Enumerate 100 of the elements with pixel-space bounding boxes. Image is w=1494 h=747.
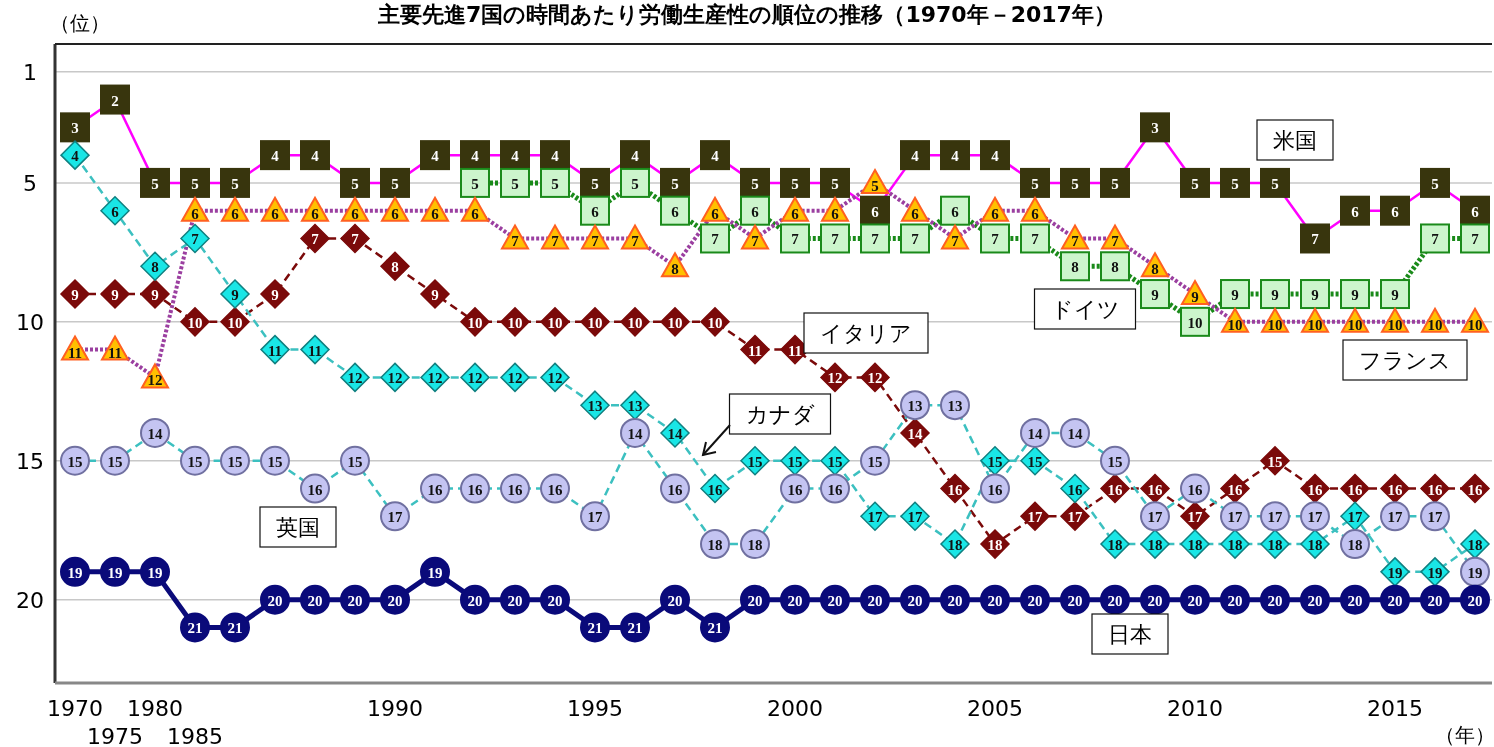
data-label: 7 bbox=[831, 231, 840, 248]
data-label: 15 bbox=[347, 453, 363, 470]
y-tick-label: 20 bbox=[16, 587, 44, 613]
data-label: 5 bbox=[1271, 175, 1279, 192]
point bbox=[1420, 167, 1450, 198]
data-label: 9 bbox=[1311, 287, 1319, 304]
data-label: 9 bbox=[151, 287, 159, 304]
data-label: 5 bbox=[1031, 175, 1039, 192]
data-label: 5 bbox=[1111, 175, 1119, 192]
data-label: 5 bbox=[351, 175, 359, 192]
data-label: 9 bbox=[1391, 287, 1399, 304]
data-label: 12 bbox=[867, 370, 883, 387]
point bbox=[100, 84, 130, 115]
data-label: 10 bbox=[547, 314, 563, 331]
data-label: 5 bbox=[671, 175, 679, 192]
point bbox=[300, 140, 330, 171]
data-label: 20 bbox=[307, 592, 323, 609]
data-label: 7 bbox=[1071, 233, 1080, 250]
x-tick-label: 2000 bbox=[767, 696, 823, 721]
point bbox=[1140, 279, 1170, 310]
data-label: 16 bbox=[547, 481, 563, 498]
point bbox=[180, 167, 210, 198]
data-label: 11 bbox=[67, 344, 83, 361]
data-label: 20 bbox=[1267, 592, 1283, 609]
x-tick-label: 1985 bbox=[167, 724, 223, 747]
data-label: 13 bbox=[947, 398, 963, 415]
data-label: 12 bbox=[507, 370, 523, 387]
data-label: 5 bbox=[1231, 175, 1239, 192]
data-label: 11 bbox=[747, 342, 763, 359]
data-label: 20 bbox=[787, 592, 803, 609]
x-tick-label: 1995 bbox=[567, 696, 623, 721]
series-label: ドイツ bbox=[1050, 297, 1120, 322]
data-label: 5 bbox=[511, 175, 519, 192]
data-label: 17 bbox=[907, 509, 923, 526]
data-label: 6 bbox=[991, 205, 1000, 222]
data-label: 19 bbox=[427, 564, 443, 581]
data-label: 16 bbox=[987, 481, 1003, 498]
data-label: 6 bbox=[1031, 205, 1040, 222]
data-label: 9 bbox=[71, 287, 79, 304]
data-label: 14 bbox=[667, 425, 683, 442]
series-label: カナダ bbox=[745, 402, 815, 427]
data-label: 20 bbox=[907, 592, 923, 609]
data-label: 4 bbox=[471, 148, 480, 165]
data-label: 6 bbox=[431, 205, 440, 222]
point bbox=[260, 140, 290, 171]
data-label: 17 bbox=[1147, 509, 1163, 526]
point bbox=[660, 195, 690, 226]
data-label: 20 bbox=[827, 592, 843, 609]
point bbox=[980, 140, 1010, 171]
series-label: 米国 bbox=[1273, 128, 1317, 153]
data-label: 10 bbox=[187, 314, 203, 331]
data-label: 7 bbox=[871, 231, 880, 248]
data-label: 15 bbox=[227, 453, 243, 470]
point bbox=[580, 195, 610, 226]
point bbox=[1260, 279, 1290, 310]
point bbox=[60, 112, 90, 143]
point bbox=[1020, 223, 1050, 254]
point bbox=[1300, 279, 1330, 310]
data-label: 15 bbox=[1107, 453, 1123, 470]
data-label: 11 bbox=[307, 342, 323, 359]
data-label: 16 bbox=[1347, 481, 1363, 498]
data-label: 15 bbox=[987, 453, 1003, 470]
data-label: 18 bbox=[1187, 537, 1203, 554]
point bbox=[1460, 223, 1490, 254]
data-label: 15 bbox=[787, 453, 803, 470]
point bbox=[340, 223, 370, 254]
data-label: 7 bbox=[631, 233, 640, 250]
data-label: 10 bbox=[1227, 316, 1243, 333]
data-label: 19 bbox=[147, 564, 163, 581]
data-label: 19 bbox=[1467, 564, 1483, 581]
data-label: 9 bbox=[1151, 287, 1159, 304]
data-label: 6 bbox=[1351, 203, 1360, 220]
data-label: 21 bbox=[587, 620, 603, 637]
x-tick-label: 2005 bbox=[967, 696, 1023, 721]
data-label: 20 bbox=[1147, 592, 1163, 609]
data-label: 12 bbox=[147, 372, 163, 389]
data-label: 13 bbox=[587, 398, 603, 415]
point bbox=[260, 279, 290, 309]
point bbox=[620, 167, 650, 198]
data-label: 6 bbox=[951, 203, 960, 220]
point bbox=[700, 223, 730, 254]
data-label: 6 bbox=[351, 205, 360, 222]
data-label: 5 bbox=[791, 175, 799, 192]
x-tick-label: 1980 bbox=[127, 696, 183, 721]
data-label: 11 bbox=[787, 342, 803, 359]
data-label: 20 bbox=[1387, 592, 1403, 609]
data-label: 18 bbox=[1467, 537, 1483, 554]
point bbox=[1220, 279, 1250, 310]
data-label: 5 bbox=[591, 175, 599, 192]
data-label: 18 bbox=[1227, 537, 1243, 554]
data-label: 20 bbox=[667, 592, 683, 609]
point bbox=[140, 279, 170, 309]
data-label: 6 bbox=[191, 205, 200, 222]
point bbox=[420, 279, 450, 309]
x-tick-label: 1970 bbox=[47, 696, 103, 721]
data-label: 15 bbox=[1267, 453, 1283, 470]
point bbox=[1060, 167, 1090, 198]
data-label: 8 bbox=[671, 261, 679, 278]
y-tick-label: 1 bbox=[23, 59, 37, 85]
data-label: 20 bbox=[387, 592, 403, 609]
